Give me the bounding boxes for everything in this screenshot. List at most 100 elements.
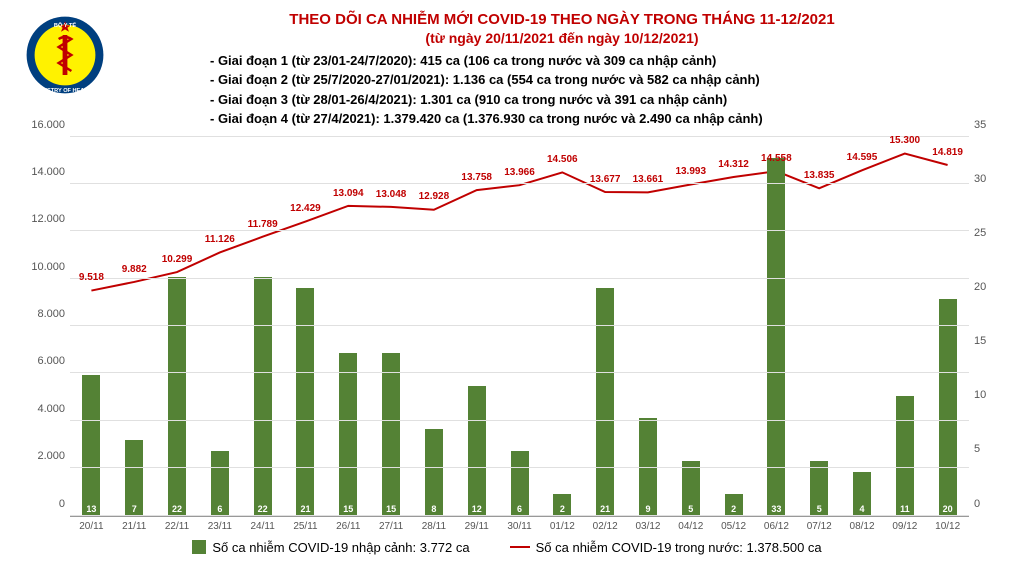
bar: 6 — [211, 451, 229, 516]
y-left-tick-label: 4.000 — [20, 403, 65, 415]
x-tick-label: 26/11 — [327, 521, 370, 532]
x-tick-label: 03/12 — [627, 521, 670, 532]
phase-summary: - Giai đoạn 1 (từ 23/01-24/7/2020): 415 … — [210, 51, 1004, 129]
bar-value-label: 15 — [386, 504, 396, 514]
x-tick-label: 25/11 — [284, 521, 327, 532]
x-tick-label: 02/12 — [584, 521, 627, 532]
line-value-label: 11.789 — [248, 219, 278, 230]
y-left-tick-label: 2.000 — [20, 450, 65, 462]
line-value-label: 14.506 — [547, 154, 578, 165]
bar-value-label: 22 — [258, 504, 268, 514]
bar-value-label: 6 — [517, 504, 522, 514]
bar: 8 — [425, 429, 443, 516]
bar-value-label: 12 — [472, 504, 482, 514]
bar: 21 — [296, 288, 314, 515]
bar: 13 — [82, 375, 100, 516]
bar: 12 — [468, 386, 486, 516]
y-right-tick-label: 0 — [974, 498, 999, 510]
svg-text:MINISTRY OF HEALTH: MINISTRY OF HEALTH — [35, 88, 95, 94]
bar-group: 11 — [883, 137, 926, 516]
bar-value-label: 20 — [943, 504, 953, 514]
x-tick-label: 20/11 — [70, 521, 113, 532]
line-value-label: 13.677 — [590, 174, 621, 185]
line-value-label: 10.299 — [162, 254, 193, 265]
bar-value-label: 15 — [343, 504, 353, 514]
bar-value-label: 4 — [860, 504, 865, 514]
line-value-label: 9.518 — [79, 272, 104, 283]
line-value-label: 13.993 — [675, 166, 706, 177]
chart-title: THEO DÕI CA NHIỄM MỚI COVID-19 THEO NGÀY… — [120, 10, 1004, 30]
x-tick-label: 27/11 — [370, 521, 413, 532]
line-value-label: 13.758 — [461, 172, 492, 183]
line-value-label: 9.882 — [122, 264, 147, 275]
bar-value-label: 33 — [771, 504, 781, 514]
phase-line: - Giai đoạn 4 (từ 27/4/2021): 1.379.420 … — [210, 109, 1004, 129]
x-axis-labels: 20/1121/1122/1123/1124/1125/1126/1127/11… — [70, 521, 969, 532]
x-tick-label: 01/12 — [541, 521, 584, 532]
bar: 2 — [553, 494, 571, 516]
y-right-tick-label: 25 — [974, 227, 999, 239]
bar: 11 — [896, 396, 914, 515]
x-tick-label: 30/11 — [498, 521, 541, 532]
x-tick-label: 24/11 — [241, 521, 284, 532]
line-value-label: 11.126 — [205, 234, 235, 245]
x-tick-label: 08/12 — [841, 521, 884, 532]
y-left-tick-label: 16.000 — [20, 119, 65, 131]
x-tick-label: 28/11 — [413, 521, 456, 532]
bar-value-label: 22 — [172, 504, 182, 514]
bar-value-label: 2 — [731, 504, 736, 514]
y-right-tick-label: 30 — [974, 173, 999, 185]
bar-group: 20 — [926, 137, 969, 516]
bar-value-label: 11 — [900, 504, 910, 514]
bars-container: 13722622211515812622195233541120 — [70, 137, 969, 516]
x-tick-label: 06/12 — [755, 521, 798, 532]
line-value-label: 14.819 — [932, 147, 963, 158]
x-tick-label: 29/11 — [455, 521, 498, 532]
bar: 20 — [939, 299, 957, 516]
legend-item-bar: Số ca nhiễm COVID-19 nhập cảnh: 3.772 ca — [192, 540, 469, 555]
x-tick-label: 10/12 — [926, 521, 969, 532]
legend-swatch-bar — [192, 540, 206, 554]
y-left-tick-label: 0 — [20, 498, 65, 510]
bar-value-label: 2 — [560, 504, 565, 514]
y-right-tick-label: 20 — [974, 281, 999, 293]
bar: 2 — [725, 494, 743, 516]
legend-item-line: Số ca nhiễm COVID-19 trong nước: 1.378.5… — [510, 540, 822, 555]
bar-value-label: 13 — [86, 504, 96, 514]
bar-group: 5 — [798, 137, 841, 516]
bar-group: 2 — [541, 137, 584, 516]
y-right-tick-label: 35 — [974, 119, 999, 131]
bar: 33 — [767, 158, 785, 515]
bar-group: 6 — [498, 137, 541, 516]
phase-line: - Giai đoạn 1 (từ 23/01-24/7/2020): 415 … — [210, 51, 1004, 71]
x-tick-label: 21/11 — [113, 521, 156, 532]
line-value-label: 14.312 — [718, 159, 749, 170]
legend-swatch-line — [510, 546, 530, 548]
bar-value-label: 8 — [431, 504, 436, 514]
bar-group: 7 — [113, 137, 156, 516]
bar: 4 — [853, 472, 871, 515]
bar-group: 22 — [241, 137, 284, 516]
bar-value-label: 5 — [688, 504, 693, 514]
bar-group: 13 — [70, 137, 113, 516]
bar-group: 6 — [198, 137, 241, 516]
legend: Số ca nhiễm COVID-19 nhập cảnh: 3.772 ca… — [10, 540, 1004, 555]
bar-value-label: 21 — [300, 504, 310, 514]
plot-area: 13722622211515812622195233541120 02.0004… — [70, 137, 969, 517]
bar-group: 33 — [755, 137, 798, 516]
x-tick-label: 09/12 — [883, 521, 926, 532]
line-value-label: 12.429 — [290, 203, 321, 214]
y-left-tick-label: 8.000 — [20, 308, 65, 320]
bar-group: 22 — [156, 137, 199, 516]
line-value-label: 13.835 — [804, 170, 835, 181]
x-tick-label: 22/11 — [156, 521, 199, 532]
x-tick-label: 04/12 — [669, 521, 712, 532]
chart-container: MINISTRY OF HEALTH BỘ Y TẾ THEO DÕI CA N… — [0, 0, 1024, 584]
line-value-label: 15.300 — [889, 135, 920, 146]
bar-group: 4 — [841, 137, 884, 516]
bar-value-label: 6 — [217, 504, 222, 514]
bar-value-label: 9 — [645, 504, 650, 514]
ministry-health-logo: MINISTRY OF HEALTH BỘ Y TẾ — [25, 15, 105, 95]
phase-line: - Giai đoạn 2 (từ 25/7/2020-27/01/2021):… — [210, 70, 1004, 90]
bar: 22 — [168, 277, 186, 515]
